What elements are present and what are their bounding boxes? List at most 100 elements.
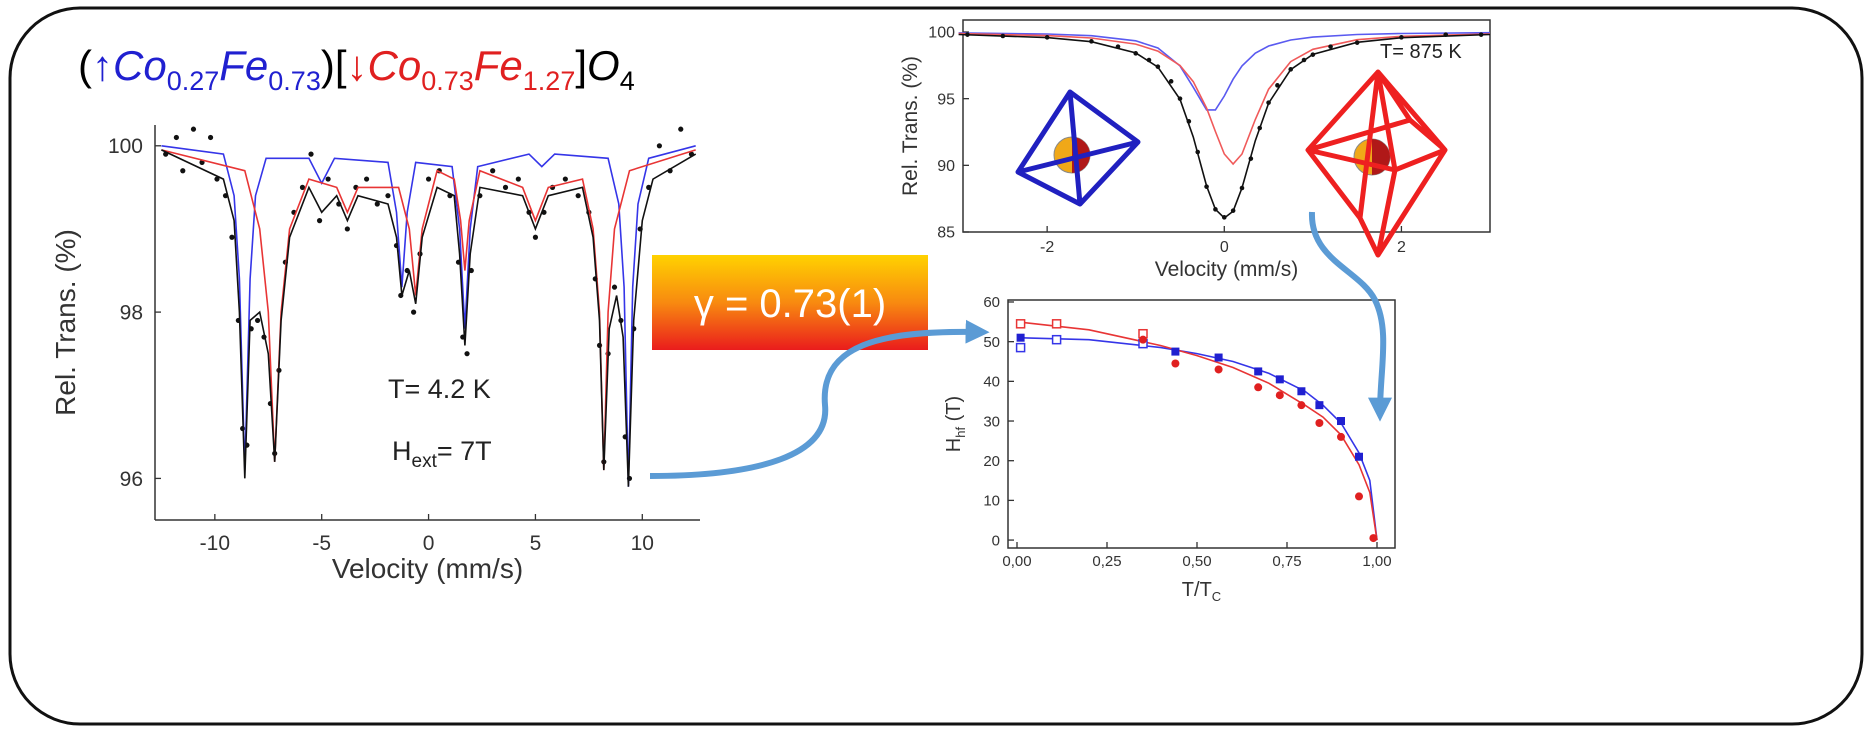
data-point — [1355, 452, 1363, 461]
y-tick-label: 85 — [937, 225, 955, 242]
frame — [8, 6, 1864, 726]
data-point — [1171, 347, 1180, 356]
data-point — [1355, 492, 1363, 501]
fit-line — [1016, 336, 1378, 541]
gamma-label: γ = 0.73(1) — [694, 282, 886, 326]
x-tick-label: 5 — [530, 532, 542, 555]
data-point — [1254, 383, 1263, 392]
y-tick-label: 90 — [937, 158, 955, 175]
fit-line — [161, 149, 697, 487]
fit-line — [1016, 321, 1378, 541]
data-point — [299, 184, 306, 190]
data-point — [180, 168, 186, 174]
y-tick-label: 60 — [983, 294, 1000, 311]
data-point — [1168, 79, 1174, 84]
data-point — [656, 143, 662, 149]
data-point — [411, 309, 417, 315]
data-point — [1171, 359, 1180, 368]
plots: -10 -5 0 5 10 96 98 100 Velocity (mm/s) Rel. Tran… — [50, 19, 1491, 604]
x-tick-label: 0 — [1220, 239, 1229, 256]
x-axis-label: Velocity (mm/s) — [1155, 258, 1299, 281]
annotation: Hext= 7T — [392, 436, 492, 472]
y-axis-label: Hhf (T) — [943, 396, 968, 452]
y-tick-label: 30 — [983, 413, 1000, 430]
data-point — [316, 218, 323, 224]
arrow — [649, 319, 990, 479]
data-point — [562, 176, 568, 182]
x-axis-label: T/TC — [1182, 579, 1221, 604]
data-point — [1015, 342, 1026, 353]
data-point — [490, 168, 496, 174]
data-point — [1051, 334, 1062, 345]
data-point — [1297, 387, 1306, 396]
data-point — [1214, 365, 1223, 374]
tetrahedron-icon — [1015, 89, 1141, 207]
fit-line — [958, 33, 1491, 220]
formula: (↑Co0.27Fe0.73)[↓Co0.73Fe1.27]O4 — [78, 42, 635, 96]
gamma-box — [652, 255, 928, 350]
fit-line — [161, 149, 696, 471]
y-tick-label: 100 — [928, 25, 955, 42]
x-tick-label: 0,50 — [1182, 553, 1211, 570]
y-tick-label: 96 — [120, 468, 143, 491]
x-tick-label: -2 — [1040, 239, 1054, 256]
data-point — [1214, 353, 1223, 362]
data-point — [1254, 367, 1263, 376]
x-tick-label: 0,00 — [1002, 553, 1031, 570]
data-point — [1328, 44, 1333, 49]
data-point — [173, 134, 179, 141]
data-point — [464, 351, 470, 357]
data-point — [254, 317, 261, 324]
x-tick-label: 1,00 — [1362, 553, 1391, 570]
annotation: T= 875 K — [1380, 41, 1462, 63]
data-point — [229, 234, 235, 240]
data-point — [214, 176, 220, 182]
data-point — [308, 151, 314, 157]
y-axis-label: Rel. Trans. (%) — [899, 56, 922, 196]
y-tick-label: 50 — [983, 334, 1000, 351]
y-tick-label: 40 — [983, 374, 1000, 391]
y-tick-label: 100 — [108, 135, 143, 158]
chart: -10 -5 0 5 10 96 98 100 Velocity (mm/s) Rel. Tran… — [50, 125, 700, 584]
data-point — [1051, 319, 1062, 329]
x-tick-label: -5 — [312, 532, 331, 555]
y-tick-label: 10 — [983, 493, 1000, 510]
y-tick-label: 20 — [983, 453, 1000, 470]
data-point — [1275, 391, 1284, 400]
chart: 0,00 0,25 0,50 0,75 1,00 0 10 20 30 40 50 60 T/TC Hhf… — [943, 294, 1396, 604]
data-point — [190, 126, 197, 132]
x-tick-label: -10 — [200, 532, 230, 555]
x-tick-label: 2 — [1397, 239, 1406, 256]
x-tick-label: 0,75 — [1272, 553, 1301, 570]
arrow — [1308, 211, 1393, 422]
fit-line — [161, 145, 696, 487]
data-point — [575, 193, 581, 199]
y-tick-label: 0 — [992, 532, 1000, 549]
data-point — [1139, 335, 1147, 344]
data-point — [425, 176, 432, 182]
x-axis-label: Velocity (mm/s) — [332, 553, 523, 584]
data-point — [207, 134, 214, 141]
data-point — [1297, 401, 1306, 410]
data-point — [1275, 83, 1280, 88]
fit-line — [958, 32, 1491, 166]
data-point — [532, 234, 539, 240]
data-point — [344, 226, 350, 232]
data-point — [374, 201, 380, 207]
data-point — [1275, 375, 1284, 384]
data-point — [611, 284, 618, 290]
data-point — [1015, 319, 1026, 329]
x-tick-label: 0,25 — [1092, 553, 1121, 570]
data-point — [502, 184, 509, 190]
data-point — [1369, 534, 1378, 543]
y-tick-label: 95 — [937, 91, 955, 108]
data-point — [363, 176, 370, 182]
chart: -2 0 2 85 90 95 100 Velocity (mm/s) Rel. Trans. … — [899, 19, 1491, 281]
x-tick-label: 0 — [423, 532, 435, 555]
data-point — [1337, 432, 1345, 441]
y-tick-label: 98 — [120, 301, 143, 324]
y-axis-label: Rel. Trans. (%) — [50, 229, 81, 416]
plot-frame — [1007, 299, 1396, 549]
plot-frame — [962, 19, 1491, 233]
